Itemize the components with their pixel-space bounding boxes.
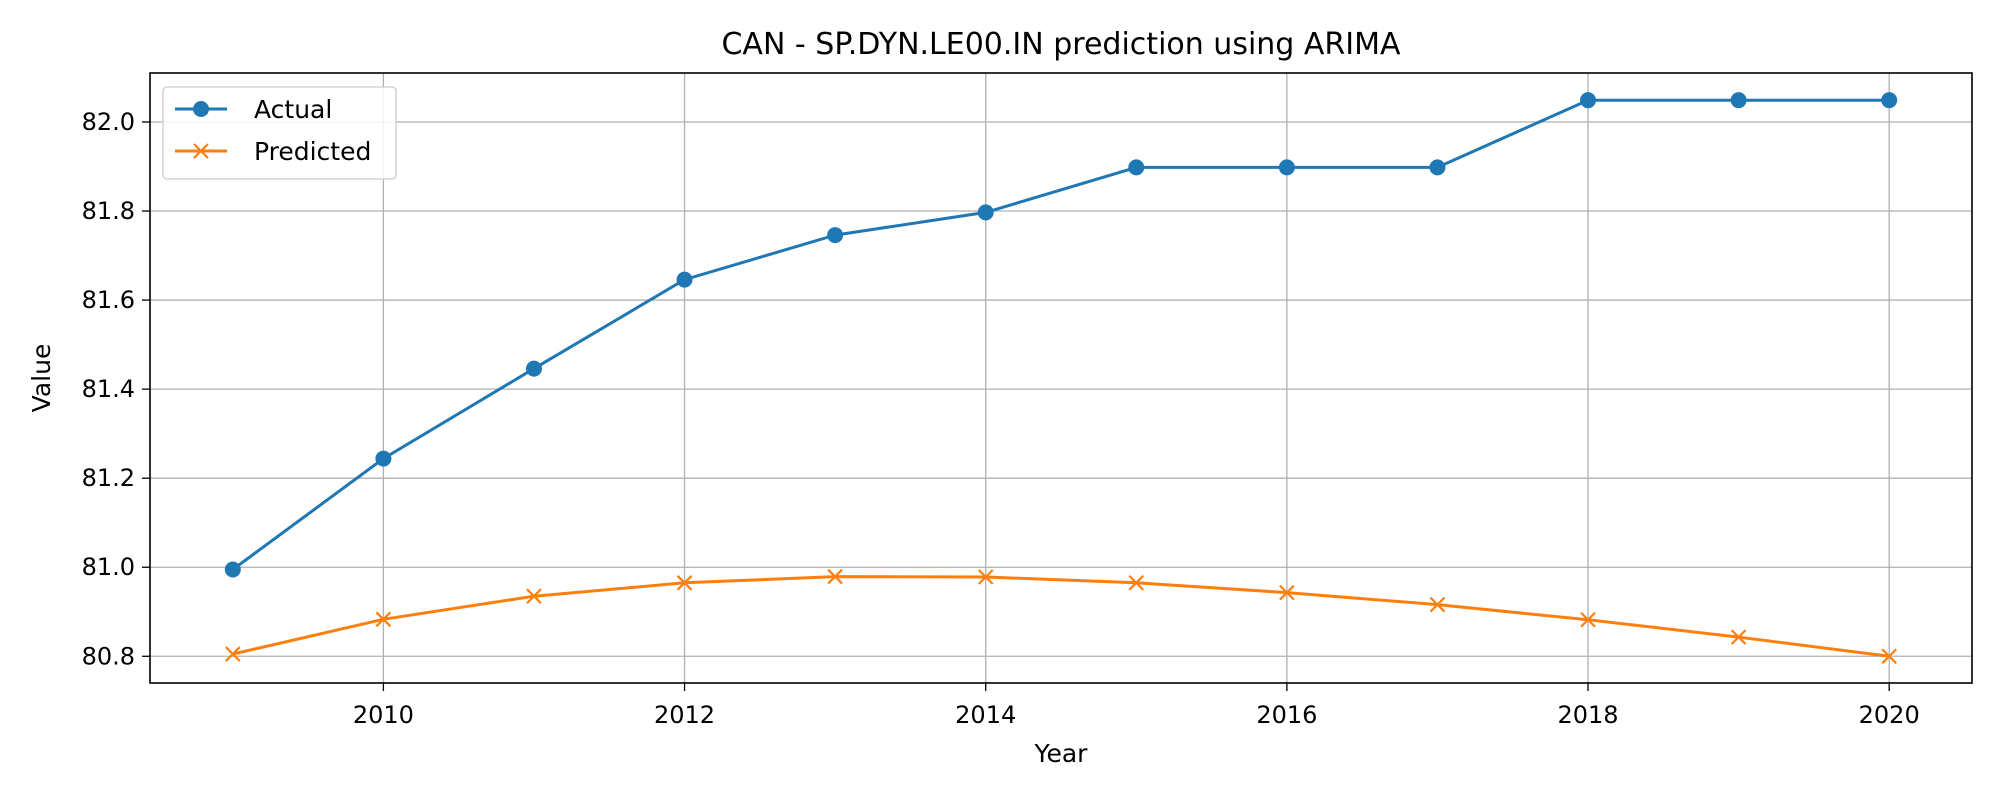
chart-title: CAN - SP.DYN.LE00.IN prediction using AR…	[721, 27, 1400, 62]
actual-point	[1429, 159, 1446, 176]
legend-label: Actual	[254, 95, 332, 124]
legend-item-actual: Actual	[175, 95, 332, 124]
legend-marker	[193, 143, 209, 159]
series-actual	[224, 92, 1898, 578]
actual-point	[1278, 159, 1295, 176]
y-tick-label: 81.2	[82, 464, 135, 492]
predicted-point	[526, 588, 542, 604]
actual-point	[1881, 92, 1898, 109]
actual-point	[224, 561, 241, 578]
actual-point	[375, 450, 392, 467]
predicted-point	[1881, 648, 1897, 665]
plot-frame	[149, 72, 1973, 684]
predicted-point	[1580, 611, 1596, 628]
actual-point	[827, 227, 844, 244]
actual-point	[977, 204, 994, 221]
y-tick-label: 81.8	[82, 197, 135, 225]
x-tick-label: 2012	[654, 701, 715, 729]
legend-item-predicted: Predicted	[175, 137, 371, 166]
legend-marker	[193, 101, 209, 117]
predicted-point	[225, 646, 241, 662]
y-tick-label: 81.6	[82, 286, 135, 314]
y-tick-label: 81.0	[82, 553, 135, 581]
x-tick-label: 2020	[1859, 701, 1920, 729]
predicted-line	[232, 575, 1890, 658]
predicted-point	[676, 575, 693, 591]
actual-point	[525, 360, 542, 377]
legend: Actual Predicted	[162, 86, 397, 180]
predicted-point	[375, 611, 392, 628]
ticks: 2010 2012 2014 2016 2018 2020 80.8 81.0 81.2 81.4…	[82, 108, 1920, 729]
predicted-point	[1128, 575, 1145, 591]
x-tick-label: 2018	[1557, 701, 1618, 729]
series-predicted	[225, 568, 1897, 665]
x-tick-label: 2016	[1256, 701, 1317, 729]
actual-point	[1730, 92, 1747, 109]
actual-point	[1128, 159, 1145, 176]
predicted-point	[1279, 584, 1295, 601]
y-tick-label: 80.8	[82, 642, 135, 670]
predicted-point	[827, 568, 843, 585]
y-axis-label: Value	[27, 344, 56, 413]
predicted-point	[1429, 596, 1446, 613]
actual-point	[1580, 92, 1597, 109]
y-tick-label: 81.4	[82, 375, 135, 403]
x-axis-label: Year	[1034, 739, 1089, 768]
series-layer	[224, 92, 1898, 665]
x-tick-label: 2010	[353, 701, 414, 729]
actual-line	[231, 98, 1890, 571]
predicted-point	[977, 569, 994, 585]
grid	[150, 73, 1972, 683]
legend-label: Predicted	[254, 137, 371, 166]
predicted-point	[1730, 629, 1747, 645]
actual-point	[676, 271, 693, 288]
x-tick-label: 2014	[955, 701, 1016, 729]
y-tick-label: 82.0	[82, 108, 135, 136]
